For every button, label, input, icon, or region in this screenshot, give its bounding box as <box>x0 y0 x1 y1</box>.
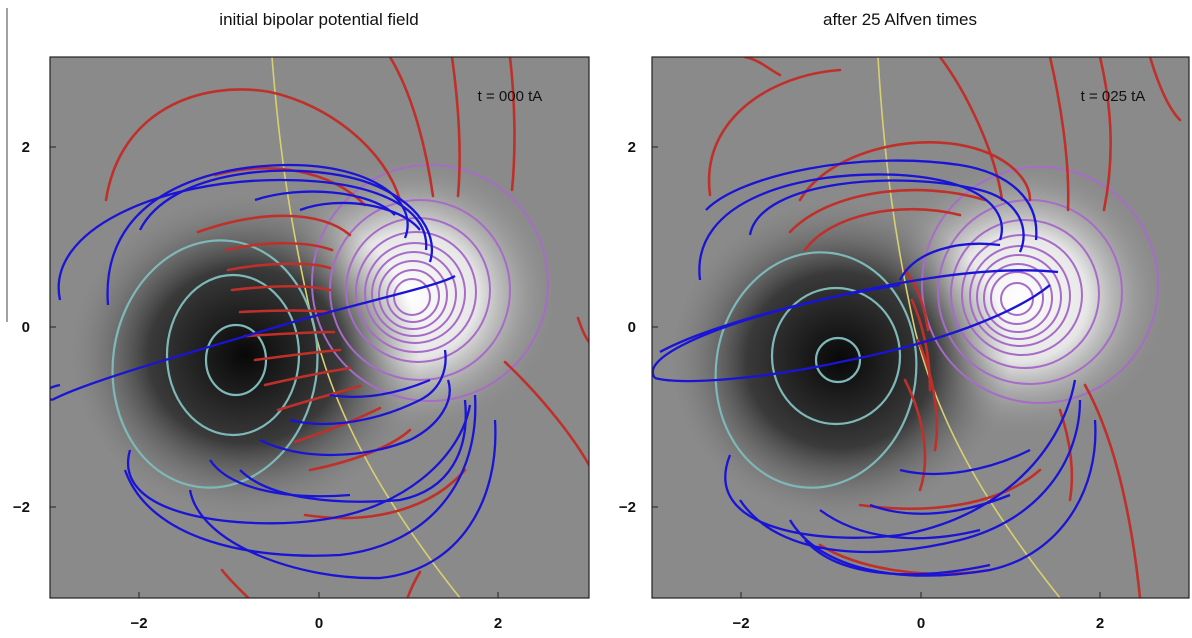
y-tick-label: 2 <box>628 139 636 156</box>
closed-field-lines <box>652 159 1097 577</box>
x-tick-label: 0 <box>315 615 323 632</box>
closed-field-lines <box>50 163 497 580</box>
time-label-left: t = 000 tA <box>478 88 543 105</box>
magnetogram-right <box>652 57 1189 598</box>
x-tick-label: 0 <box>917 615 925 632</box>
axis-ticks-left: −2 0 2 2 0 −2 <box>13 139 502 632</box>
y-tick-label: 2 <box>22 139 30 156</box>
positive-contours <box>921 166 1159 404</box>
y-tick-label: 0 <box>22 319 30 336</box>
y-tick-label: 0 <box>628 319 636 336</box>
magnetogram-left <box>50 57 589 598</box>
x-tick-label: −2 <box>130 615 147 632</box>
time-label-right: t = 025 tA <box>1081 88 1146 105</box>
x-tick-label: −2 <box>732 615 749 632</box>
panel-title-left: initial bipolar potential field <box>219 10 418 29</box>
panel-right: after 25 Alfven times <box>619 10 1190 632</box>
panel-title-right: after 25 Alfven times <box>823 10 977 29</box>
y-tick-label: −2 <box>619 499 636 516</box>
y-tick-label: −2 <box>13 499 30 516</box>
panel-left: initial bipolar potential field <box>13 10 590 632</box>
x-tick-label: 2 <box>1096 615 1104 632</box>
axis-ticks-right: −2 0 2 2 0 −2 <box>619 139 1104 632</box>
polarity-inversion-line <box>877 57 1061 598</box>
x-tick-label: 2 <box>494 615 502 632</box>
negative-contours <box>714 251 918 489</box>
